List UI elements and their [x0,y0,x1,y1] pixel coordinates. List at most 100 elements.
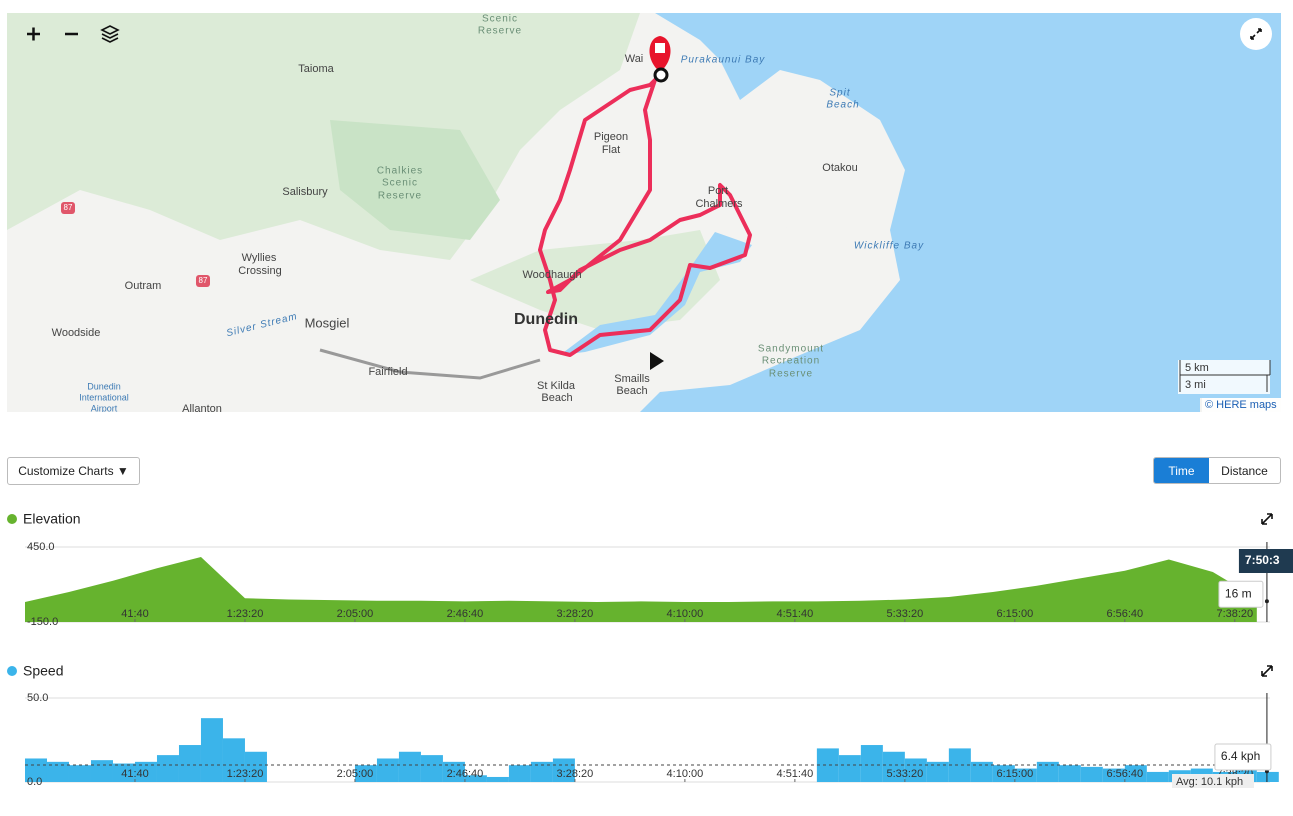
scale-lines [1179,360,1271,392]
map-label: Purakaunui Bay [681,55,766,66]
speed-bar [926,761,949,782]
route [538,73,752,357]
x-tick-label: 3:28:20 [557,768,594,780]
map-label: Spit [829,88,850,99]
x-tick-label: 5:33:20 [887,768,924,780]
map-label: Woodside [52,327,101,339]
axis-toggle: Time Distance [1153,457,1281,484]
map-sea [640,13,1281,412]
average-bg [1172,774,1254,788]
speed-bar [68,765,91,782]
speed-bar [156,755,179,782]
speed-bar [1014,768,1037,782]
y-tick-label: -150.0 [27,616,58,628]
map-label: Scenic [482,14,518,25]
map-label: Outram [125,280,162,292]
tooltip-label: 16 m [1225,586,1252,600]
map-label: Dunedin [87,381,121,391]
fullscreen-icon [1250,28,1262,40]
map-label: Dunedin [514,311,578,328]
map-label: St Kilda [537,380,576,392]
map-label: Mosgiel [305,315,350,330]
speed-bar [970,761,993,782]
speed-bar [112,763,135,782]
map-label: Chalmers [695,198,743,210]
x-tick-label: 2:46:40 [447,768,484,780]
map-label: Allanton [182,403,222,415]
speed-bar [1080,766,1103,782]
x-tick-label: 1:23:20 [227,608,264,620]
zoom-in[interactable] [27,27,40,41]
x-tick-label: 2:05:00 [337,608,374,620]
map-label: Smaills [614,373,650,385]
speed-bar [530,761,553,782]
speed-bar [134,761,157,782]
cursor-box [1238,549,1293,573]
map-road [319,348,541,380]
x-tick-label: 41:40 [121,608,149,620]
tooltip-label: 6.4 kph [1221,749,1260,763]
map-label: Woodhaugh [522,269,581,281]
map-label: Taioma [298,63,334,75]
toggle-distance[interactable]: Distance [1221,463,1268,478]
speed-bar [1124,765,1147,782]
x-tick-label: 6:56:40 [1106,768,1143,780]
map-label: Reserve [769,369,813,380]
scale-mi: 3 mi [1185,379,1206,391]
tooltip-box [1214,743,1272,771]
fullscreen-button[interactable] [1240,18,1272,50]
y-tick-label: 450.0 [27,541,55,553]
x-tick-label: 7:38:20 [1216,608,1253,620]
speed-bar [1036,761,1059,782]
x-tick-label: 41:40 [121,768,149,780]
map-label: Reserve [378,191,422,202]
start-marker[interactable] [653,67,669,83]
x-tick-label: 2:46:40 [447,608,484,620]
chart-title: Speed [23,663,63,679]
map-label: Chalkies [377,166,423,177]
map-label: Pigeon [594,131,628,143]
map-label: 87 [199,276,208,285]
map[interactable]: 5 km 3 mi © HERE maps Scenic Reserve Taiom… [7,13,1281,415]
x-tick-label: 2:05:00 [337,768,374,780]
expand-chart[interactable] [1261,513,1273,525]
attribution-bg [1202,398,1281,412]
scale-km: 5 km [1185,362,1209,374]
map-label: Wyllies [242,252,277,264]
chart-title: Elevation [23,511,81,527]
map-label: International [79,392,129,402]
speed-bar [354,765,377,782]
elevation-area [25,557,1257,622]
x-tick-label: 6:15:00 [996,608,1033,620]
speed-bar [46,761,69,782]
attribution[interactable]: © HERE maps [1205,399,1277,411]
speed-bar [1102,768,1125,782]
cursor-label: 7:50:3 [1245,553,1280,567]
layers-button[interactable] [100,25,120,43]
speed-bar [838,755,861,782]
x-tick-label: 4:10:00 [667,768,704,780]
map-label: Wickliffe Bay [854,241,924,252]
toggle-time[interactable]: Time [1154,458,1209,483]
map-label: Otakou [822,162,857,174]
map-label: Beach [616,385,647,397]
map-label: Airport [91,403,118,413]
elevation-dot [7,514,17,524]
map-label: Port [708,185,728,197]
x-tick-label: 4:51:40 [777,608,814,620]
play-button[interactable] [650,352,664,370]
speed-bar [442,761,465,782]
scale-bar [1178,360,1270,394]
end-marker-icon [655,43,665,53]
end-marker[interactable] [649,36,671,72]
speed-bar [464,775,487,782]
map-label: Beach [541,392,572,404]
customize-charts[interactable]: Customize Charts ▼ [7,457,140,485]
map-label: 87 [64,203,73,212]
expand-chart[interactable] [1261,665,1273,677]
speed-bar [992,765,1015,782]
y-tick-label: 50.0 [27,692,48,704]
